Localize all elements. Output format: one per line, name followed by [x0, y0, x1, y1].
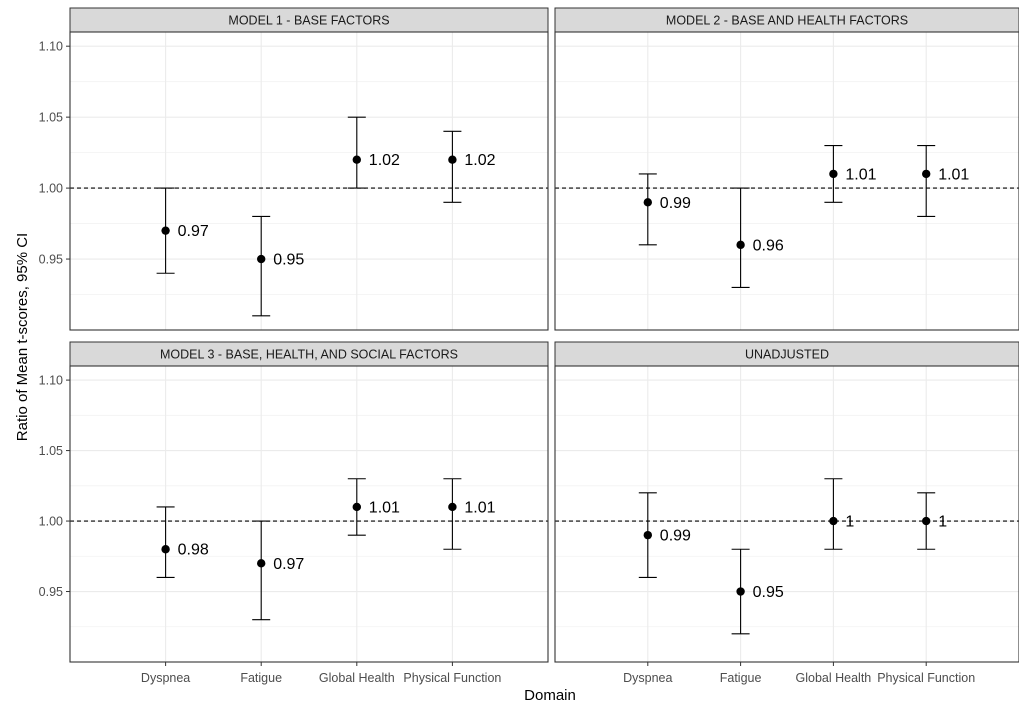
point-label: 1 — [845, 514, 854, 531]
x-tick-label: Fatigue — [720, 671, 762, 685]
facet-strip — [554, 7, 1019, 33]
point-label: 1.01 — [464, 499, 495, 516]
point-estimate — [922, 516, 931, 526]
facet-panel: MODEL 1 - BASE FACTORS 0.97 0.95 1.02 1.02 0.… — [39, 7, 549, 331]
facet-strip-title: MODEL 1 - BASE FACTORS — [228, 14, 389, 28]
point-estimate — [736, 240, 745, 250]
x-tick-label: Dyspnea — [623, 671, 672, 685]
facet-strip — [69, 341, 549, 367]
point-estimate — [448, 155, 457, 164]
y-tick-label: 1.05 — [39, 444, 63, 458]
y-tick-label: 1.10 — [39, 374, 63, 388]
point-estimate — [922, 169, 931, 179]
point-label: 0.95 — [273, 252, 304, 269]
point-label: 0.97 — [273, 556, 304, 573]
point-estimate — [829, 169, 838, 179]
x-tick-label: Physical Function — [877, 671, 975, 685]
point-label: 0.97 — [178, 223, 209, 240]
y-tick-label: 1.10 — [39, 40, 63, 54]
x-tick-label: Global Health — [319, 671, 395, 685]
facet-strip — [554, 341, 1019, 367]
x-tick-label: Global Health — [796, 671, 872, 685]
panel-background — [555, 366, 1019, 662]
y-tick-label: 1.05 — [39, 111, 63, 125]
point-label: 0.96 — [753, 237, 784, 254]
x-tick-label: Physical Function — [403, 671, 501, 685]
point-label: 1.02 — [369, 152, 400, 169]
facet-panel: UNADJUSTED 0.99 0.95 1 1 Dyspnea Fatigue Global… — [554, 341, 1019, 685]
x-axis-title: Domain — [524, 687, 576, 704]
x-tick-label: Dyspnea — [141, 671, 190, 685]
point-estimate — [161, 545, 170, 554]
point-estimate — [352, 155, 361, 164]
panel-border — [554, 365, 1019, 663]
y-tick-label: 0.95 — [39, 253, 63, 267]
point-estimate — [352, 502, 361, 512]
point-label: 1 — [938, 514, 947, 531]
panel-background — [70, 32, 548, 330]
point-estimate — [161, 226, 170, 235]
y-axis-title: Ratio of Mean t-scores, 95% CI — [14, 233, 31, 441]
point-estimate — [736, 587, 745, 596]
panel-border — [554, 31, 1019, 331]
point-estimate — [257, 559, 266, 568]
point-estimate — [257, 254, 266, 264]
x-tick-label: Fatigue — [240, 671, 282, 685]
panel-border — [69, 31, 549, 331]
point-label: 1.01 — [369, 499, 400, 516]
point-estimate — [643, 530, 652, 540]
point-label: 0.98 — [178, 542, 209, 559]
point-label: 0.99 — [660, 528, 691, 545]
facet-strip — [69, 7, 549, 33]
panel-border — [69, 365, 549, 663]
point-label: 1.02 — [464, 152, 495, 169]
facet-strip-title: MODEL 2 - BASE AND HEALTH FACTORS — [666, 14, 908, 28]
point-label: 0.99 — [660, 195, 691, 212]
point-estimate — [643, 198, 652, 207]
point-label: 1.01 — [938, 166, 969, 183]
point-label: 0.95 — [753, 584, 784, 601]
y-tick-label: 1.00 — [39, 182, 63, 196]
y-tick-label: 0.95 — [39, 585, 63, 599]
facet-panel: MODEL 3 - BASE, HEALTH, AND SOCIAL FACTO… — [39, 341, 549, 685]
y-tick-label: 1.00 — [39, 515, 63, 529]
point-label: 1.01 — [845, 166, 876, 183]
point-estimate — [829, 516, 838, 526]
facet-strip-title: MODEL 3 - BASE, HEALTH, AND SOCIAL FACTO… — [160, 348, 458, 362]
facet-strip-title: UNADJUSTED — [745, 348, 829, 362]
facet-panel: MODEL 2 - BASE AND HEALTH FACTORS 0.99 0.9… — [554, 7, 1019, 331]
point-estimate — [448, 502, 457, 512]
